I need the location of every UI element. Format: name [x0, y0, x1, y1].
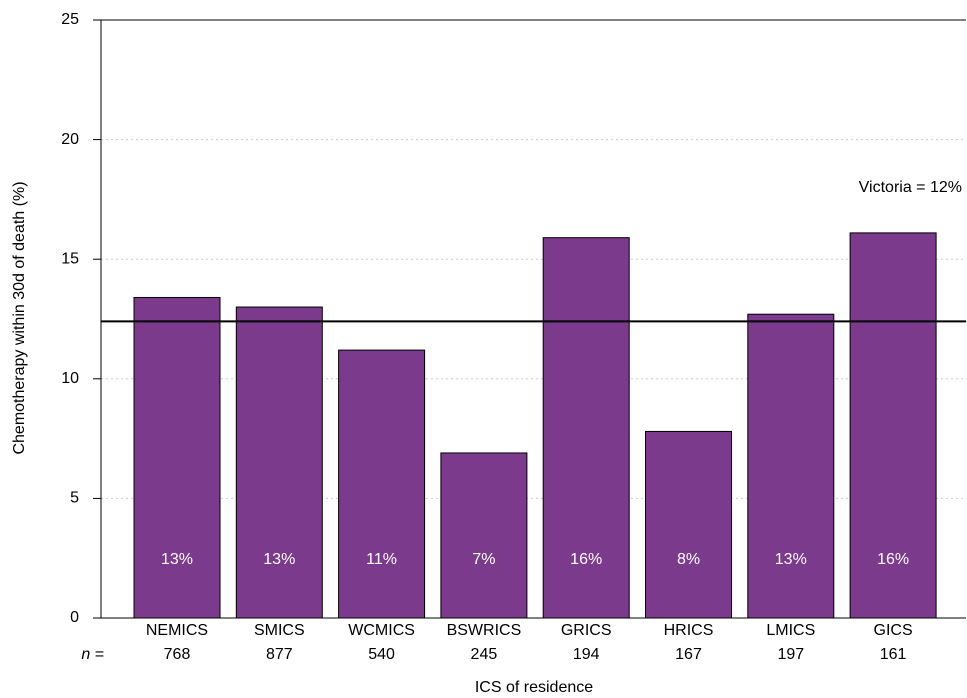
bar — [440, 452, 528, 619]
n-label: n = — [81, 646, 104, 663]
bar — [747, 313, 835, 619]
y-tick-label: 5 — [70, 490, 79, 507]
y-tick-label: 0 — [70, 609, 79, 626]
n-value: 167 — [675, 646, 702, 663]
y-axis-title: Chemotherapy within 30d of death (%) — [11, 181, 28, 454]
value-label: 11% — [366, 551, 397, 568]
n-value: 877 — [266, 646, 293, 663]
n-value: 194 — [573, 646, 600, 663]
n-value: 540 — [368, 646, 395, 663]
bar — [133, 296, 221, 619]
n-value: 245 — [471, 646, 498, 663]
bar — [542, 237, 630, 619]
x-tick-label: GICS — [874, 622, 913, 639]
n-value: 197 — [777, 646, 804, 663]
bar — [338, 349, 426, 619]
x-tick-label: HRICS — [664, 622, 714, 639]
value-label: 8% — [677, 551, 700, 568]
bar — [849, 232, 937, 619]
n-value: 161 — [880, 646, 907, 663]
value-label: 7% — [472, 551, 495, 568]
value-label: 16% — [570, 551, 602, 568]
bar — [645, 430, 732, 619]
x-tick-label: LMICS — [766, 622, 815, 639]
bar — [235, 306, 323, 619]
x-axis-title: ICS of residence — [475, 679, 593, 696]
value-label: 16% — [877, 551, 909, 568]
y-tick-label: 20 — [61, 131, 79, 148]
x-tick-label: WCMICS — [348, 622, 415, 639]
x-tick-label: NEMICS — [146, 622, 208, 639]
x-tick-label: GRICS — [561, 622, 612, 639]
x-tick-label: SMICS — [254, 622, 305, 639]
y-tick-label: 15 — [61, 250, 79, 267]
x-tick-label: BSWRICS — [447, 622, 522, 639]
value-label: 13% — [263, 551, 295, 568]
y-tick-label: 10 — [61, 370, 79, 387]
value-label: 13% — [161, 551, 193, 568]
y-tick-label: 25 — [61, 11, 79, 28]
reference-label: Victoria = 12% — [859, 179, 962, 196]
value-label: 13% — [775, 551, 807, 568]
n-value: 768 — [164, 646, 191, 663]
